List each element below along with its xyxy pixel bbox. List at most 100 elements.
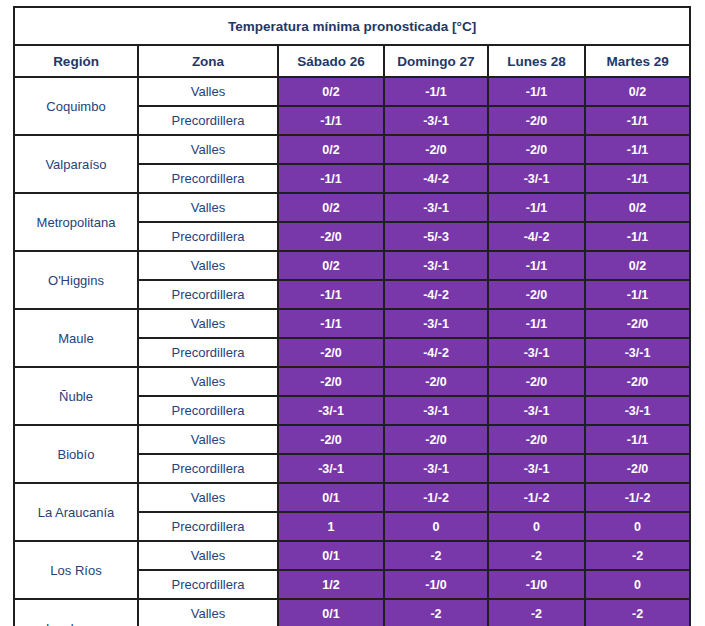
temperature-value-cell: -1/0 bbox=[488, 570, 585, 599]
temperature-value-cell: -2/0 bbox=[384, 425, 488, 454]
temperature-value-cell: -3/-1 bbox=[384, 106, 488, 135]
table-row: MauleValles-1/1-3/-1-1/1-2/0 bbox=[14, 309, 690, 338]
title-row: Temperatura mínima pronosticada [°C] bbox=[14, 7, 690, 45]
zone-name-cell: Precordillera bbox=[138, 338, 278, 367]
table-row: ValparaísoValles0/2-2/0-2/0-1/1 bbox=[14, 135, 690, 164]
temperature-value-cell: 0/1 bbox=[278, 483, 384, 512]
temperature-value-cell: -3/-1 bbox=[488, 164, 585, 193]
zone-name-cell: Precordillera bbox=[138, 106, 278, 135]
temperature-value-cell: -1/1 bbox=[488, 77, 585, 106]
temperature-value-cell: 0/2 bbox=[585, 77, 690, 106]
temperature-value-cell: 0/1 bbox=[278, 599, 384, 626]
temperature-value-cell: -2/0 bbox=[278, 367, 384, 396]
temperature-value-cell: -2 bbox=[384, 541, 488, 570]
temperature-value-cell: 0/2 bbox=[278, 193, 384, 222]
column-header-zona: Zona bbox=[138, 45, 278, 77]
temperature-value-cell: -3/-1 bbox=[384, 251, 488, 280]
temperature-value-cell: 0 bbox=[384, 512, 488, 541]
temperature-value-cell: -1/-2 bbox=[488, 483, 585, 512]
zone-name-cell: Precordillera bbox=[138, 222, 278, 251]
temperature-value-cell: -1/1 bbox=[585, 280, 690, 309]
temperature-value-cell: -3/-1 bbox=[384, 454, 488, 483]
table-row: O'HigginsValles0/2-3/-1-1/10/2 bbox=[14, 251, 690, 280]
zone-name-cell: Precordillera bbox=[138, 280, 278, 309]
zone-name-cell: Valles bbox=[138, 193, 278, 222]
temperature-value-cell: -4/-2 bbox=[384, 164, 488, 193]
temperature-value-cell: -3/-1 bbox=[384, 309, 488, 338]
zone-name-cell: Precordillera bbox=[138, 570, 278, 599]
temperature-value-cell: -2/0 bbox=[488, 280, 585, 309]
zone-name-cell: Valles bbox=[138, 599, 278, 626]
temperature-value-cell: -3/-1 bbox=[488, 396, 585, 425]
region-name-cell: Ñuble bbox=[14, 367, 138, 425]
temperature-value-cell: 0/2 bbox=[585, 193, 690, 222]
region-name-cell: La Araucanía bbox=[14, 483, 138, 541]
temperature-value-cell: -3/-1 bbox=[488, 454, 585, 483]
temperature-value-cell: -2/0 bbox=[278, 222, 384, 251]
temperature-value-cell: -2/0 bbox=[488, 367, 585, 396]
forecast-table: Temperatura mínima pronosticada [°C] Reg… bbox=[13, 6, 691, 626]
temperature-value-cell: -2/0 bbox=[488, 106, 585, 135]
zone-name-cell: Valles bbox=[138, 483, 278, 512]
temperature-value-cell: -2/0 bbox=[585, 309, 690, 338]
zone-name-cell: Precordillera bbox=[138, 454, 278, 483]
temperature-value-cell: -1/-2 bbox=[585, 483, 690, 512]
temperature-value-cell: -2/0 bbox=[278, 425, 384, 454]
temperature-value-cell: -2 bbox=[384, 599, 488, 626]
temperature-value-cell: -3/-1 bbox=[488, 338, 585, 367]
temperature-value-cell: 0 bbox=[585, 512, 690, 541]
column-header-region: Región bbox=[14, 45, 138, 77]
table-row: BiobíoValles-2/0-2/0-2/0-1/1 bbox=[14, 425, 690, 454]
temperature-value-cell: 1/2 bbox=[278, 570, 384, 599]
zone-name-cell: Valles bbox=[138, 541, 278, 570]
temperature-value-cell: -2/0 bbox=[585, 454, 690, 483]
temperature-value-cell: -1/1 bbox=[488, 193, 585, 222]
region-name-cell: Los Lagos bbox=[14, 599, 138, 626]
zone-name-cell: Precordillera bbox=[138, 164, 278, 193]
region-name-cell: Biobío bbox=[14, 425, 138, 483]
column-header-domingo-27: Domingo 27 bbox=[384, 45, 488, 77]
region-name-cell: O'Higgins bbox=[14, 251, 138, 309]
temperature-value-cell: -2 bbox=[585, 541, 690, 570]
temperature-value-cell: -4/-2 bbox=[384, 338, 488, 367]
temperature-value-cell: -1/1 bbox=[384, 77, 488, 106]
temperature-value-cell: -2/0 bbox=[384, 135, 488, 164]
temperature-value-cell: -3/-1 bbox=[278, 454, 384, 483]
temperature-value-cell: -2 bbox=[585, 599, 690, 626]
temperature-value-cell: 0/2 bbox=[278, 251, 384, 280]
temperature-value-cell: 1 bbox=[278, 512, 384, 541]
region-name-cell: Los Ríos bbox=[14, 541, 138, 599]
table-title: Temperatura mínima pronosticada [°C] bbox=[14, 7, 690, 45]
temperature-value-cell: -2 bbox=[488, 599, 585, 626]
temperature-value-cell: -3/-1 bbox=[585, 338, 690, 367]
temperature-value-cell: -1/1 bbox=[585, 135, 690, 164]
table-row: La AraucaníaValles0/1-1/-2-1/-2-1/-2 bbox=[14, 483, 690, 512]
table-row: MetropolitanaValles0/2-3/-1-1/10/2 bbox=[14, 193, 690, 222]
temperature-value-cell: 0/2 bbox=[585, 251, 690, 280]
region-name-cell: Metropolitana bbox=[14, 193, 138, 251]
temperature-value-cell: -4/-2 bbox=[384, 280, 488, 309]
temperature-value-cell: 0/2 bbox=[278, 135, 384, 164]
zone-name-cell: Precordillera bbox=[138, 512, 278, 541]
temperature-value-cell: -3/-1 bbox=[585, 396, 690, 425]
table-row: Los RíosValles0/1-2-2-2 bbox=[14, 541, 690, 570]
temperature-value-cell: -2/0 bbox=[488, 135, 585, 164]
temperature-value-cell: -1/1 bbox=[278, 280, 384, 309]
temperature-value-cell: -1/1 bbox=[585, 222, 690, 251]
forecast-table-container: Temperatura mínima pronosticada [°C] Reg… bbox=[13, 6, 691, 626]
temperature-value-cell: -2/0 bbox=[488, 425, 585, 454]
temperature-value-cell: -1/1 bbox=[585, 106, 690, 135]
table-row: Los LagosValles0/1-2-2-2 bbox=[14, 599, 690, 626]
region-name-cell: Valparaíso bbox=[14, 135, 138, 193]
temperature-value-cell: -3/-1 bbox=[384, 193, 488, 222]
temperature-value-cell: 0 bbox=[585, 570, 690, 599]
temperature-value-cell: -1/0 bbox=[384, 570, 488, 599]
temperature-value-cell: -2/0 bbox=[384, 367, 488, 396]
temperature-value-cell: -1/-2 bbox=[384, 483, 488, 512]
table-row: ÑubleValles-2/0-2/0-2/0-2/0 bbox=[14, 367, 690, 396]
temperature-value-cell: 0/1 bbox=[278, 541, 384, 570]
temperature-value-cell: -1/1 bbox=[278, 164, 384, 193]
temperature-value-cell: -5/-3 bbox=[384, 222, 488, 251]
temperature-value-cell: -2 bbox=[488, 541, 585, 570]
column-header-lunes-28: Lunes 28 bbox=[488, 45, 585, 77]
